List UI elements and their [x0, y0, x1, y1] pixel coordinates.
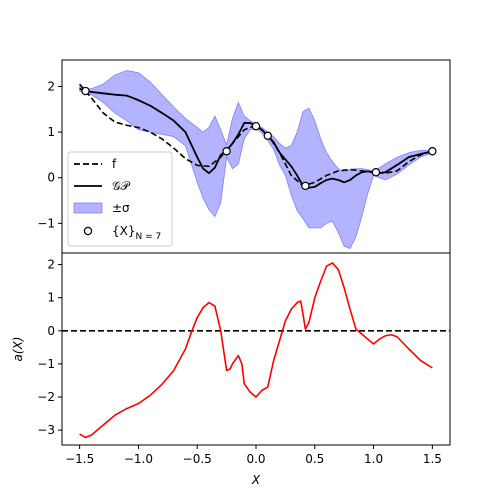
observation-point	[371, 168, 381, 177]
acquisition-lines-group	[79, 262, 433, 439]
bottom-y-tick-label: 2	[47, 258, 55, 272]
x-tick-label: 1.5	[423, 452, 442, 466]
legend-gp-label: 𝒢𝒫	[112, 179, 131, 193]
acquisition-line	[79, 262, 433, 439]
legend-sigma-swatch	[73, 202, 103, 214]
bottom-x-ticks: −1.5 −1.0 −0.5 0.0 0.5 1.0 1.5	[65, 445, 442, 466]
bottom-plot-panel: −3 −2 −1 0 1 2 −1.5 −1.0 −0.5 0.0 0.5 1.0 1.5 X a(X…	[11, 252, 451, 487]
x-axis-label: X	[251, 473, 261, 487]
bottom-y-tick-label: −2	[37, 390, 55, 404]
legend-box	[67, 151, 173, 247]
observation-point	[81, 86, 90, 96]
bottom-y-tick-label: −3	[37, 423, 55, 437]
legend-f-label: f	[112, 157, 117, 171]
legend-points-main: {X}	[112, 224, 136, 238]
y-axis-label: a(X)	[11, 337, 25, 362]
gp-mean-line	[79, 87, 433, 189]
legend-points-sub: N = 7	[136, 232, 162, 242]
x-tick-label: 0.5	[305, 452, 324, 466]
bottom-y-ticks: −3 −2 −1 0 1 2	[37, 258, 62, 437]
x-tick-label: −0.5	[183, 452, 212, 466]
legend-points-label: {X}N = 7	[112, 224, 161, 242]
top-y-ticks: −1 0 1 2	[37, 79, 62, 230]
x-tick-label: 0.0	[246, 452, 265, 466]
observation-point	[222, 147, 231, 156]
top-y-tick-label: −1	[37, 216, 55, 230]
observation-points-group	[81, 86, 437, 191]
legend-sigma-label: ±σ	[112, 201, 130, 215]
x-tick-label: −1.0	[124, 452, 153, 466]
bottom-y-tick-label: −1	[37, 357, 55, 371]
observation-point	[428, 147, 437, 156]
x-tick-label: −1.5	[65, 452, 94, 466]
legend: f 𝒢𝒫 ±σ {X}N = 7	[67, 151, 173, 247]
bottom-y-tick-label: 1	[47, 291, 55, 305]
x-tick-label: 1.0	[364, 452, 383, 466]
top-plot-panel: −1 0 1 2 f 𝒢𝒫 ±σ {X}N = 7	[37, 59, 451, 254]
observation-point	[251, 121, 261, 131]
observation-point	[301, 181, 310, 191]
top-y-tick-label: 0	[47, 171, 55, 185]
observation-point	[263, 131, 272, 140]
bottom-y-tick-label: 0	[47, 324, 55, 338]
top-y-tick-label: 1	[47, 125, 55, 139]
legend-points-swatch	[83, 226, 93, 236]
top-y-tick-label: 2	[47, 79, 55, 93]
